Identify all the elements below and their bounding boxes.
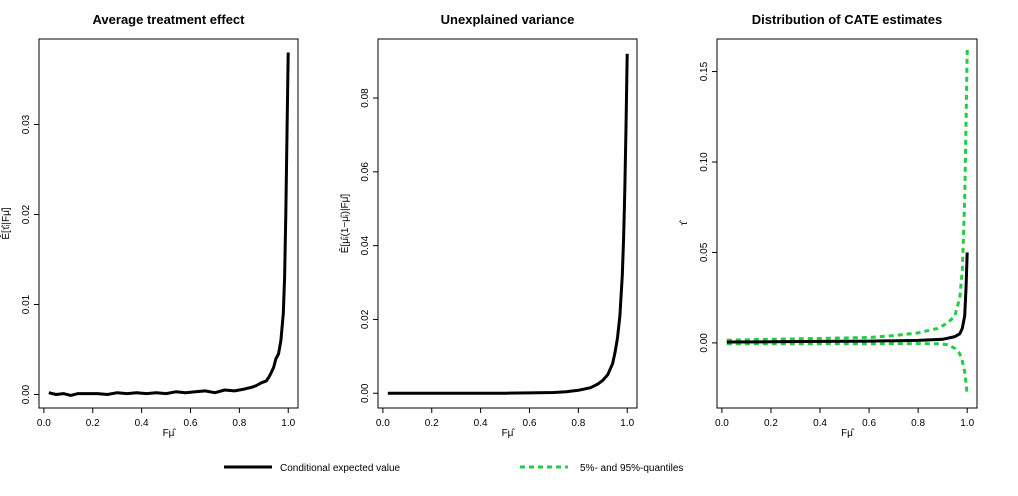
y-axis-label: Ê[μ̂ᵢ(1−μ̂ᵢ)|Fμ̂] bbox=[338, 194, 351, 254]
chart-panel-2: Unexplained variance 0.0 0.2 0.4 0.6 0.8 1.0 0.… bbox=[338, 12, 638, 439]
x-tick-label: 0.8 bbox=[911, 418, 925, 429]
legend: Conditional expected value 5%- and 95%-q… bbox=[224, 463, 683, 474]
x-axis-label: Fμ̂ bbox=[841, 427, 855, 439]
x-tick-label: 0.8 bbox=[232, 418, 246, 429]
y-tick-label: 0.05 bbox=[699, 242, 710, 262]
x-tick-label: 0.4 bbox=[135, 418, 149, 429]
y-tick-label: 0.00 bbox=[360, 383, 371, 403]
y-tick-label: 0.04 bbox=[360, 235, 371, 255]
x-tick-label: 0.0 bbox=[37, 418, 51, 429]
plot-frame bbox=[38, 38, 299, 409]
chart-title: Unexplained variance bbox=[441, 12, 575, 27]
series-line-quantile bbox=[726, 49, 969, 342]
x-axis-label: Fμ̂ bbox=[502, 427, 516, 439]
x-tick-label: 0.6 bbox=[862, 418, 876, 429]
y-axis-label: τ̂ bbox=[678, 220, 690, 226]
y-tick-label: 0.15 bbox=[699, 61, 710, 81]
y-tick-label: 0.06 bbox=[360, 162, 371, 182]
legend-label-quantile: 5%- and 95%-quantiles bbox=[580, 463, 683, 474]
y-tick-label: 0.02 bbox=[360, 309, 371, 329]
x-tick-label: 1.0 bbox=[620, 418, 634, 429]
x-tick-label: 1.0 bbox=[281, 418, 295, 429]
x-tick-label: 0.0 bbox=[715, 418, 729, 429]
plot-frame bbox=[716, 38, 978, 409]
x-tick-label: 0.0 bbox=[376, 418, 390, 429]
chart-panel-3: Distribution of CATE estimates 0.0 0.2 0.4 0… bbox=[678, 12, 978, 439]
y-tick-label: 0.08 bbox=[360, 88, 371, 108]
x-tick-label: 0.2 bbox=[764, 418, 778, 429]
x-tick-label: 0.4 bbox=[474, 418, 488, 429]
y-tick-label: 0.02 bbox=[21, 204, 32, 224]
y-tick-label: 0.10 bbox=[699, 152, 710, 172]
x-tick-label: 0.8 bbox=[571, 418, 585, 429]
series-line-conditional-expected-value bbox=[387, 53, 629, 395]
plot-frame bbox=[377, 38, 638, 409]
x-tick-label: 0.4 bbox=[813, 418, 827, 429]
x-tick-label: 0.2 bbox=[425, 418, 439, 429]
chart-panel-1: Average treatment effect 0.0 0.2 0.4 0.6 0.8 1… bbox=[0, 12, 299, 439]
x-tick-label: 1.0 bbox=[960, 418, 974, 429]
x-tick-label: 0.2 bbox=[86, 418, 100, 429]
chart-title: Average treatment effect bbox=[93, 12, 246, 27]
series-line-conditional-expected-value bbox=[726, 252, 969, 344]
chart-title: Distribution of CATE estimates bbox=[752, 12, 942, 27]
y-tick-label: 0.00 bbox=[699, 333, 710, 353]
x-tick-label: 0.6 bbox=[523, 418, 537, 429]
series-line-conditional-expected-value bbox=[48, 52, 290, 397]
y-tick-label: 0.00 bbox=[21, 384, 32, 404]
y-tick-label: 0.03 bbox=[21, 114, 32, 134]
y-tick-label: 0.01 bbox=[21, 294, 32, 314]
series-line-quantile bbox=[726, 342, 969, 396]
y-axis-label: Ê[τ̂ᵢ|Fμ̂] bbox=[0, 207, 12, 239]
legend-label-main: Conditional expected value bbox=[280, 463, 401, 474]
x-axis-label: Fμ̂ bbox=[163, 427, 177, 439]
x-tick-label: 0.6 bbox=[184, 418, 198, 429]
